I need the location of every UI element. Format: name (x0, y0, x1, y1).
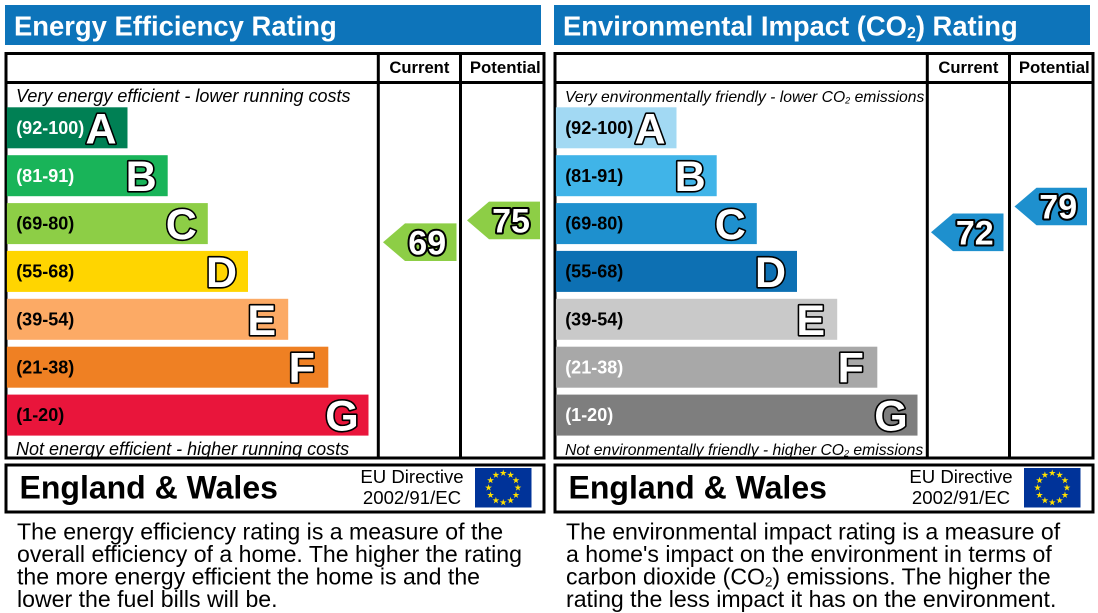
svg-text:overall efficiency of a home.: overall efficiency of a home. The higher… (17, 541, 522, 567)
svg-text:Energy Efficiency Rating: Energy Efficiency Rating (14, 11, 337, 42)
svg-text:Environmental Impact (CO2​) Ra: Environmental Impact (CO2​) Rating (563, 11, 1018, 43)
svg-text:72: 72 (956, 215, 994, 253)
svg-text:G: G (874, 393, 907, 441)
svg-text:Current: Current (938, 58, 998, 77)
svg-text:B: B (126, 153, 157, 201)
svg-text:Not environmentally friendly -: Not environmentally friendly - higher CO… (565, 442, 923, 459)
svg-text:(81-91): (81-91) (16, 166, 74, 186)
svg-text:England & Wales: England & Wales (20, 470, 278, 506)
svg-text:lower the fuel bills will be.: lower the fuel bills will be. (17, 586, 278, 612)
svg-text:A: A (85, 105, 116, 153)
svg-text:rating the less impact it has: rating the less impact it has on the env… (566, 586, 1056, 612)
svg-text:EU Directive: EU Directive (360, 466, 463, 487)
svg-text:C: C (166, 201, 197, 249)
svg-text:(1-20): (1-20) (16, 405, 64, 425)
svg-text:B: B (675, 153, 706, 201)
svg-text:England & Wales: England & Wales (569, 470, 827, 506)
svg-text:F: F (289, 345, 315, 393)
svg-text:EU Directive: EU Directive (909, 466, 1012, 487)
svg-text:(92-100): (92-100) (565, 118, 633, 138)
svg-text:(55-68): (55-68) (16, 262, 74, 282)
svg-text:(21-38): (21-38) (16, 357, 74, 377)
svg-text:the more energy efficient the: the more energy efficient the home is an… (17, 564, 480, 590)
svg-text:2002/91/EC: 2002/91/EC (363, 487, 461, 508)
svg-text:The energy efficiency rating i: The energy efficiency rating is a measur… (17, 519, 503, 545)
svg-text:E: E (247, 297, 276, 345)
svg-text:69: 69 (408, 224, 446, 262)
svg-text:Potential: Potential (1019, 58, 1090, 77)
svg-text:Current: Current (389, 58, 449, 77)
svg-text:carbon dioxide (CO2​) emission: carbon dioxide (CO2​) emissions. The hig… (566, 564, 1051, 590)
svg-text:(21-38): (21-38) (565, 357, 623, 377)
svg-text:(92-100): (92-100) (16, 118, 84, 138)
svg-text:Very energy efficient - lower: Very energy efficient - lower running co… (16, 86, 351, 106)
svg-text:(1-20): (1-20) (565, 405, 613, 425)
svg-text:(81-91): (81-91) (565, 166, 623, 186)
svg-text:75: 75 (492, 203, 530, 241)
svg-text:(69-80): (69-80) (16, 214, 74, 234)
svg-text:Potential: Potential (470, 58, 541, 77)
svg-text:(39-54): (39-54) (16, 309, 74, 329)
svg-text:(39-54): (39-54) (565, 309, 623, 329)
svg-text:The environmental impact ratin: The environmental impact rating is a mea… (566, 519, 1061, 545)
svg-text:G: G (325, 393, 358, 441)
svg-text:79: 79 (1039, 189, 1077, 227)
svg-text:(69-80): (69-80) (565, 214, 623, 234)
svg-text:(55-68): (55-68) (565, 262, 623, 282)
svg-text:D: D (755, 249, 786, 297)
svg-text:2002/91/EC: 2002/91/EC (912, 487, 1010, 508)
svg-text:C: C (715, 201, 746, 249)
svg-text:D: D (206, 249, 237, 297)
svg-text:F: F (838, 345, 864, 393)
svg-text:A: A (634, 105, 665, 153)
svg-text:Very environmentally friendly: Very environmentally friendly - lower CO… (565, 89, 924, 106)
svg-text:E: E (796, 297, 825, 345)
svg-text:a home's impact on the environ: a home's impact on the environment in te… (566, 541, 1052, 567)
svg-text:Not energy efficient - higher: Not energy efficient - higher running co… (16, 439, 349, 459)
